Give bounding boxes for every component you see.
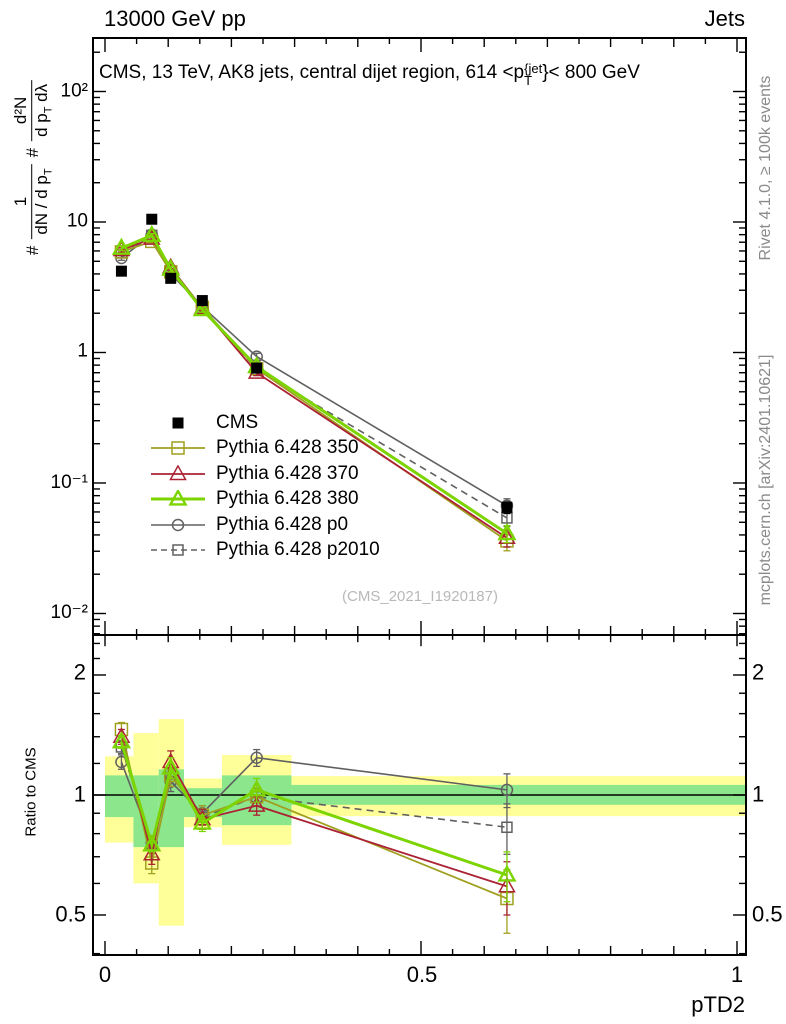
- plot-title-supsub: {jet T: [524, 61, 543, 88]
- plot-title-post: }< 800 GeV: [542, 62, 640, 83]
- legend-item: Pythia 6.428 p2010: [150, 538, 380, 564]
- ratio-marker: [500, 783, 514, 797]
- formula-fraction-2: d²N d pT dλ: [11, 79, 55, 141]
- legend-sample-triangle-open: [151, 490, 205, 506]
- formula-hash-2: #: [23, 147, 43, 158]
- analysis-id-watermark: (CMS_2021_I1920187): [342, 588, 498, 605]
- main-ytick-0p1: 10⁻¹: [50, 472, 89, 494]
- ratio-marker: [111, 731, 132, 749]
- legend-sample-square-filled: [172, 417, 184, 429]
- ratio-ytick-05-left: 0.5: [55, 901, 86, 927]
- main-ytick-0p01: 10⁻²: [50, 602, 89, 624]
- legend-item: Pythia 6.428 370: [150, 461, 380, 487]
- ratio-marker: [497, 864, 517, 882]
- main-marker: [196, 295, 208, 307]
- main-marker: [497, 523, 517, 541]
- main-ytick-1: 1: [77, 340, 88, 362]
- main-y-axis-label: #1 dN / d pT # d²N d pT dλ: [11, 75, 55, 257]
- ratio-marker: [501, 821, 513, 834]
- legend-item: Pythia 6.428 350: [150, 436, 380, 462]
- ratio-marker: [142, 834, 162, 852]
- main-marker: [251, 362, 263, 374]
- xtick-05: 0.5: [406, 962, 438, 987]
- main-ytick-100: 10²: [60, 80, 88, 102]
- ratio-marker: [142, 844, 161, 861]
- main-marker: [146, 213, 158, 225]
- ratio-ytick-1-left: 1: [73, 781, 86, 807]
- legend-item: Pythia 6.428 380: [150, 487, 380, 513]
- ratio-marker: [247, 796, 266, 812]
- legend-label: Pythia 6.428 350: [216, 437, 359, 459]
- main-marker: [501, 501, 513, 513]
- legend-label: CMS: [216, 411, 259, 433]
- legend-sample-square-open: [151, 441, 205, 455]
- legend-label: Pythia 6.428 p0: [216, 513, 349, 535]
- plot-title: CMS, 13 TeV, AK8 jets, central dijet reg…: [99, 62, 640, 87]
- ratio-series-line: [119, 741, 508, 877]
- ratio-series-line: [120, 736, 508, 888]
- x-axis-label: pTD2: [691, 992, 745, 1017]
- main-marker: [165, 272, 177, 284]
- main-marker: [111, 237, 132, 255]
- ratio-ytick-1-right: 1: [752, 781, 765, 807]
- legend-item: Pythia 6.428 p0: [150, 512, 380, 538]
- legend-label: Pythia 6.428 p2010: [216, 539, 380, 561]
- legend-sample-triangle-open: [151, 464, 205, 480]
- plot-title-pre: CMS, 13 TeV, AK8 jets, central dijet reg…: [99, 62, 525, 83]
- legend-sample-square-open: [151, 544, 205, 556]
- xtick-0: 0: [98, 962, 112, 987]
- xtick-1: 1: [730, 962, 744, 987]
- ratio-marker: [161, 757, 181, 775]
- main-marker: [142, 224, 162, 243]
- beam-energy-label: 13000 GeV pp: [104, 6, 246, 31]
- ratio-ytick-2-left: 2: [73, 659, 86, 685]
- ratio-ytick-05-right: 0.5: [752, 901, 783, 927]
- legend-label: Pythia 6.428 380: [216, 488, 359, 510]
- analysis-group-label: Jets: [704, 6, 745, 31]
- ratio-marker: [247, 779, 267, 797]
- mcplots-source-note: mcplots.cern.ch [arXiv:2401.10621]: [757, 354, 774, 606]
- ratio-y-axis-label: Ratio to CMS: [22, 747, 40, 837]
- legend-label: Pythia 6.428 370: [216, 462, 359, 484]
- main-marker: [192, 299, 212, 317]
- ratio-ytick-2-right: 2: [752, 659, 765, 685]
- legend-sample-circle-open: [151, 518, 205, 531]
- formula-hash-1: #: [23, 245, 43, 256]
- legend: CMS Pythia 6.428 350 Pythia 6.428 370 Pythi…: [150, 410, 380, 563]
- main-marker: [115, 265, 127, 277]
- ratio-marker: [250, 751, 263, 765]
- formula-fraction-1: 1 dN / d pT: [11, 164, 55, 239]
- rivet-version-note: Rivet 4.1.0, ≥ 100k events: [757, 75, 774, 261]
- legend-item: CMS: [150, 410, 380, 436]
- ratio-marker: [192, 812, 212, 830]
- main-ytick-10: 10: [66, 210, 88, 232]
